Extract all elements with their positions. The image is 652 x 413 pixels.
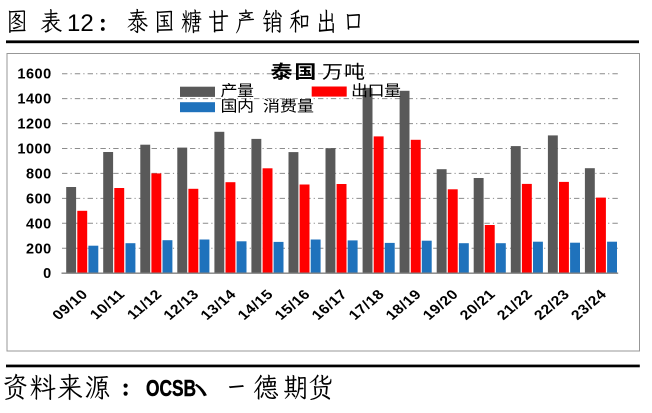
svg-text:12: 12	[67, 10, 94, 37]
svg-text:0: 0	[43, 266, 52, 282]
svg-text:1000: 1000	[17, 142, 51, 158]
svg-text:600: 600	[26, 191, 52, 207]
svg-text:1200: 1200	[17, 117, 51, 133]
svg-text:1400: 1400	[17, 92, 51, 108]
svg-text:1600: 1600	[17, 67, 51, 83]
svg-text:OCSB: OCSB	[146, 375, 196, 401]
svg-text:400: 400	[26, 216, 52, 232]
svg-text:200: 200	[26, 241, 52, 257]
svg-text:800: 800	[26, 166, 52, 182]
